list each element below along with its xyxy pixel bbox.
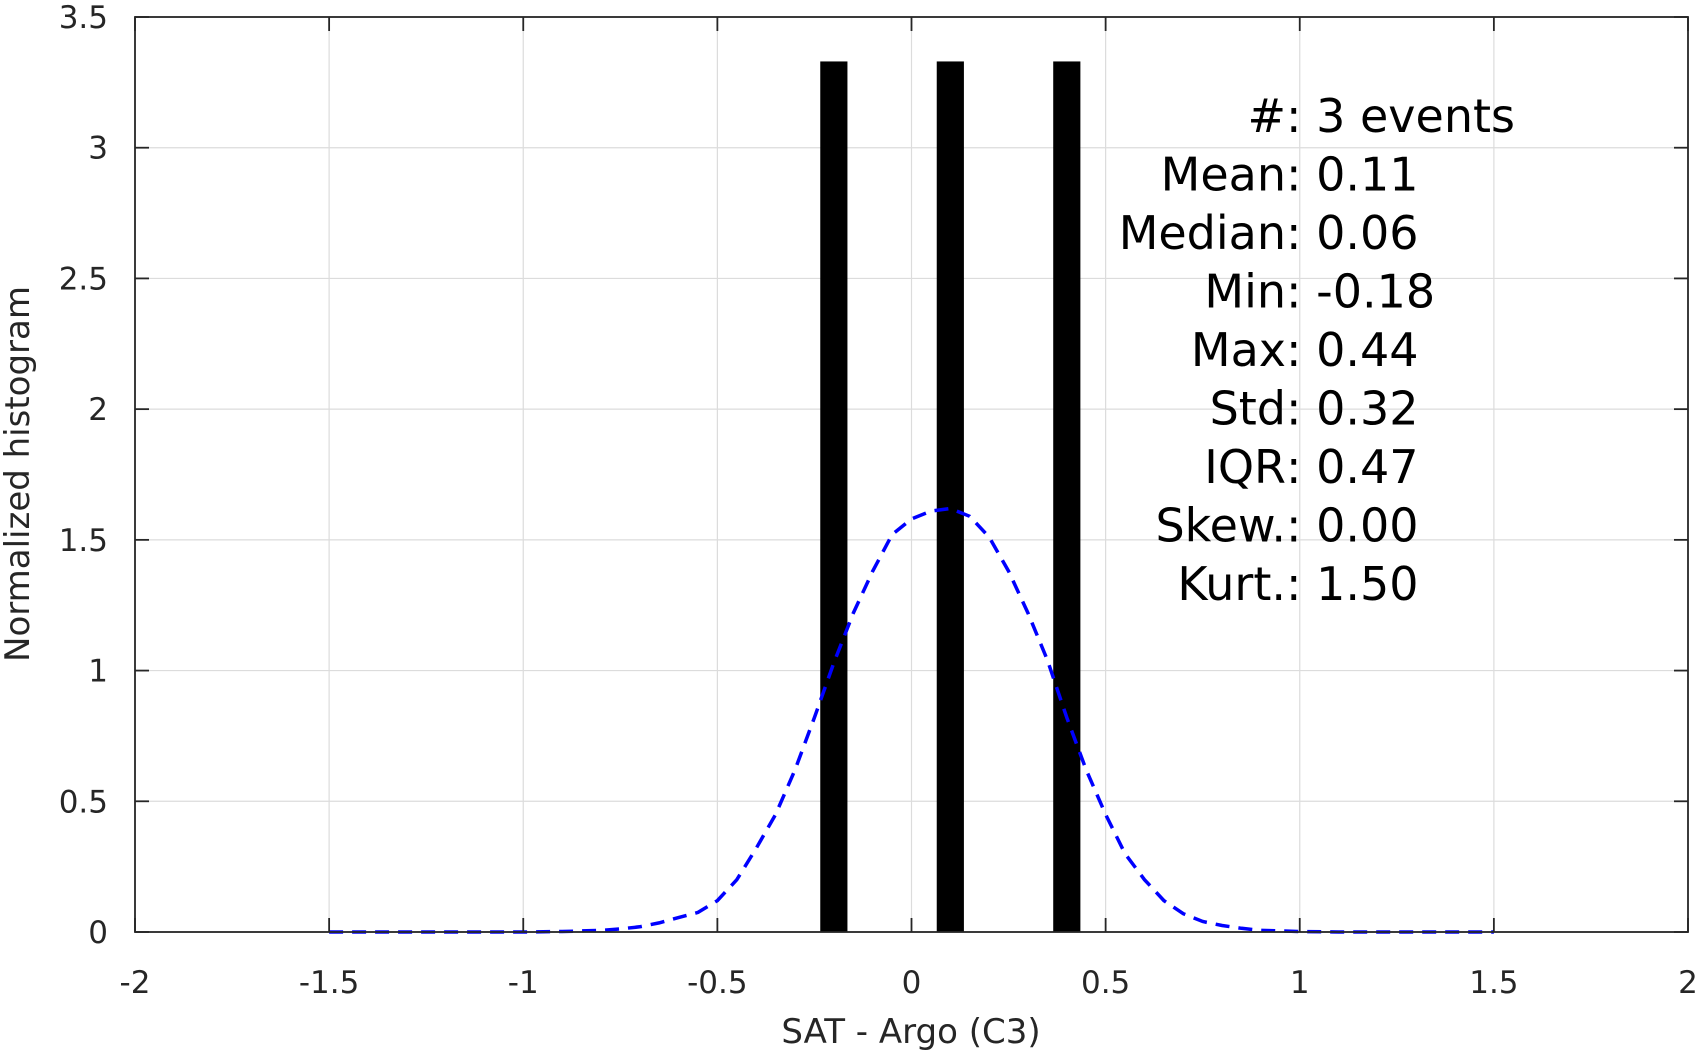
stat-value: : 1.50 (1286, 557, 1419, 611)
stat-value: : 0.44 (1286, 323, 1419, 377)
y-tick-label: 3 (88, 131, 108, 167)
histogram-bar (936, 61, 964, 932)
stat-label: Min (1204, 265, 1286, 319)
stat-value: : 0.47 (1286, 440, 1419, 494)
stat-label: # (1247, 89, 1286, 143)
y-axis-label: Normalized histogram (0, 286, 38, 662)
x-tick-label: 0 (902, 965, 922, 1001)
stat-value: : 3 events (1286, 89, 1515, 143)
stat-label: Kurt. (1177, 557, 1286, 611)
x-tick-label: 0.5 (1081, 965, 1130, 1001)
stat-value: : -0.18 (1286, 265, 1435, 319)
y-tick-labels: 0 0.5 1 1.5 2 2.5 3 3.5 (59, 0, 108, 951)
histogram-bars (820, 61, 1081, 932)
y-tick-label: 2 (88, 392, 108, 428)
x-tick-label: -1.5 (299, 965, 360, 1001)
x-tick-label: 1 (1290, 965, 1310, 1001)
stat-label: Median (1119, 206, 1286, 260)
histogram-bar (1053, 61, 1081, 932)
x-tick-label: -2 (120, 965, 151, 1001)
normal-fit-curve (329, 506, 1494, 934)
y-tick-label: 2.5 (59, 261, 108, 297)
x-tick-label: -0.5 (687, 965, 748, 1001)
y-tick-label: 1 (88, 654, 108, 690)
x-tick-labels: -2 -1.5 -1 -0.5 0 0.5 1 1.5 2 (120, 965, 1698, 1001)
stat-label: Std (1210, 382, 1286, 436)
x-tick-label: 2 (1678, 965, 1698, 1001)
y-tick-label: 0.5 (59, 784, 108, 820)
stat-value: : 0.00 (1286, 499, 1419, 553)
x-tick-label: -1 (508, 965, 539, 1001)
stat-label: IQR (1204, 440, 1286, 494)
stat-label: Skew. (1155, 499, 1286, 553)
x-tick-label: 1.5 (1469, 965, 1518, 1001)
axis-ticks (134, 16, 1689, 933)
y-tick-label: 1.5 (59, 523, 108, 559)
x-axis-label: SAT - Argo (C3) (781, 1012, 1040, 1052)
stat-label: Mean (1161, 148, 1286, 202)
stat-value: : 0.11 (1286, 148, 1419, 202)
histogram-bar (820, 61, 848, 932)
y-tick-label: 3.5 (59, 0, 108, 36)
stat-label: Max (1191, 323, 1286, 377)
y-tick-label: 0 (88, 915, 108, 951)
stat-value: : 0.32 (1286, 382, 1419, 436)
stat-value: : 0.06 (1286, 206, 1419, 260)
